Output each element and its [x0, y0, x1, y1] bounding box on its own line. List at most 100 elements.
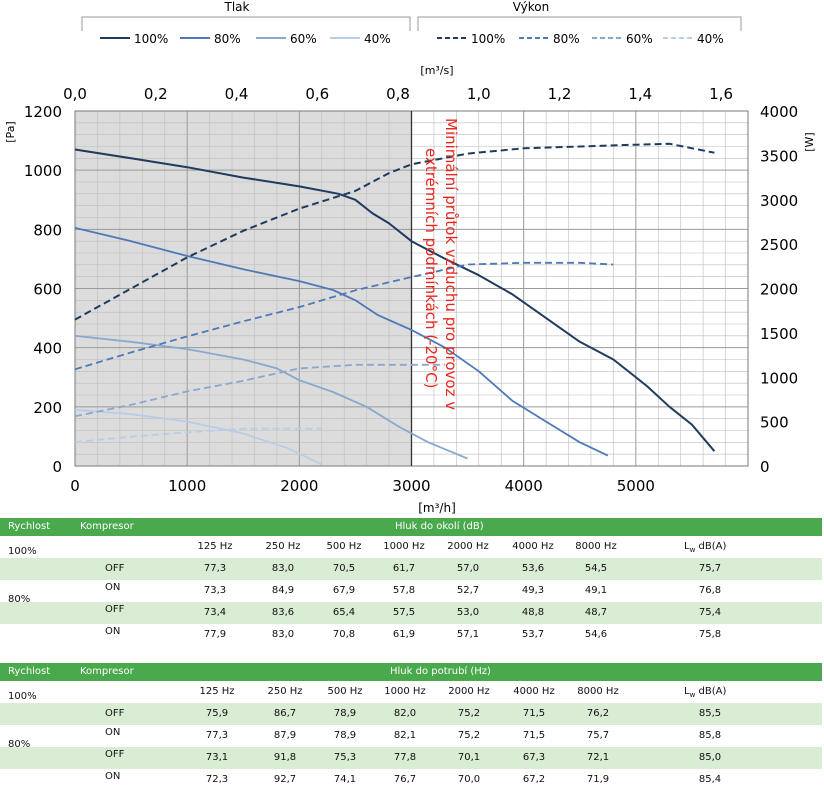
- noise-table-ambient: Rychlost Kompresor Hluk do okolí (dB) 10…: [0, 518, 822, 646]
- y-left-tick-label: 400: [33, 340, 62, 358]
- value-cell: 48,8: [521, 607, 545, 618]
- legend-vykon-title: Výkon: [513, 0, 549, 14]
- value-cell: 71,9: [586, 774, 610, 785]
- band-1000: 1000 Hz: [383, 541, 425, 552]
- value-cell: 75,3: [333, 752, 357, 763]
- x-tick-label: 1000: [168, 477, 206, 495]
- series-line-tlak-100: [74, 148, 716, 452]
- lw-header: Lw dB(A): [684, 686, 726, 699]
- lw-main: L: [684, 541, 690, 552]
- band-4000: 4000 Hz: [513, 686, 555, 697]
- lw-sub: w: [689, 546, 696, 554]
- value-cell: 77,3: [203, 563, 227, 574]
- value-cell: 67,3: [522, 752, 546, 763]
- value-cell: 83,0: [271, 629, 295, 640]
- value-cell: 61,9: [392, 629, 416, 640]
- y-right-tick-label: 4000: [760, 103, 798, 121]
- series-line-tlak-60: [74, 334, 468, 460]
- value-cell: 75,2: [457, 730, 481, 741]
- noise-table-duct: Rychlost Kompresor Hluk do potrubí (Hz) …: [0, 663, 822, 791]
- value-cell: 76,2: [586, 708, 610, 719]
- top-tick-label: 0,6: [305, 85, 329, 103]
- x-axis-label: [m³/h]: [418, 501, 456, 515]
- legend-items: 100% 80% 60% 40% 100% 80% 60% 40%: [100, 32, 724, 46]
- compressor-cell: ON: [105, 771, 121, 782]
- table-row: 80% ON 73,3 84,9 67,9 57,8 52,7 49,3 49,…: [0, 580, 822, 605]
- value-cell: 73,3: [203, 585, 227, 596]
- value-cell: 57,5: [392, 607, 416, 618]
- series-line-vykon-80: [74, 261, 614, 371]
- compressor-cell: OFF: [105, 708, 125, 719]
- value-cell: 70,5: [332, 563, 356, 574]
- x-tick-label: 5000: [617, 477, 655, 495]
- lw-cell: 85,8: [698, 730, 722, 741]
- y-right-tick-label: 3000: [760, 192, 798, 210]
- annotation-line2: extrémních podmínkách (-20°C): [422, 148, 440, 388]
- speed-100: 100%: [8, 546, 37, 557]
- value-cell: 71,5: [522, 730, 546, 741]
- annotation: Minimální průtok vzduchu pro provoz v ex…: [422, 118, 460, 410]
- value-cell: 77,9: [203, 629, 227, 640]
- y-left-tick-label: 600: [33, 281, 62, 299]
- performance-chart: Tlak Výkon 100% 80% 60% 40% 100% 80% 60% 40% [m…: [4, 0, 816, 515]
- speed-100: 100%: [8, 691, 37, 702]
- band-250: 250 Hz: [267, 686, 303, 697]
- legend-tlak: Tlak: [81, 0, 411, 31]
- value-cell: 70,1: [457, 752, 481, 763]
- top-tick-label: 0,0: [63, 85, 87, 103]
- lw-cell: 85,4: [698, 774, 722, 785]
- band-2000: 2000 Hz: [448, 686, 490, 697]
- bands-row: 100% 125 Hz 250 Hz 500 Hz 1000 Hz 2000 H…: [0, 681, 822, 703]
- top-tick-label: 0,4: [225, 85, 249, 103]
- table-row: OFF 77,3 83,0 70,5 61,7 57,0 53,6 54,5 7…: [0, 558, 822, 580]
- header-speed: Rychlost: [8, 666, 51, 677]
- lw-cell: 85,5: [698, 708, 722, 719]
- compressor-cell: OFF: [105, 749, 125, 760]
- legend-label-tlak: 60%: [290, 32, 317, 46]
- legend-vykon-frame: [417, 16, 742, 31]
- compressor-cell: OFF: [105, 604, 125, 615]
- value-cell: 53,7: [521, 629, 545, 640]
- table-row: ON 77,9 83,0 70,8 61,9 57,1 53,7 54,6 75…: [0, 624, 822, 646]
- series-line-vykon-60: [74, 363, 446, 418]
- value-cell: 74,1: [333, 774, 357, 785]
- value-cell: 65,4: [332, 607, 356, 618]
- value-cell: 54,6: [584, 629, 608, 640]
- value-cell: 71,5: [522, 708, 546, 719]
- value-cell: 77,8: [393, 752, 417, 763]
- band-250: 250 Hz: [265, 541, 301, 552]
- lw-rest: dB(A): [695, 686, 727, 697]
- value-cell: 72,3: [205, 774, 229, 785]
- compressor-cell: ON: [105, 626, 121, 637]
- table-row: OFF 73,4 83,6 65,4 57,5 53,0 48,8 48,7 7…: [0, 602, 822, 624]
- band-125: 125 Hz: [199, 686, 235, 697]
- y-right-tick-label: 2000: [760, 281, 798, 299]
- legend-label-vykon: 100%: [471, 32, 505, 46]
- value-cell: 57,1: [456, 629, 480, 640]
- compressor-cell: ON: [105, 727, 121, 738]
- legend-label-tlak: 100%: [134, 32, 168, 46]
- value-cell: 53,0: [456, 607, 480, 618]
- band-2000: 2000 Hz: [447, 541, 489, 552]
- y-left-tick-label: 800: [33, 221, 62, 239]
- annotation-line1: Minimální průtok vzduchu pro provoz v: [442, 118, 460, 410]
- series-line-tlak-40: [74, 408, 323, 466]
- value-cell: 76,7: [393, 774, 417, 785]
- x-tick-label: 3000: [392, 477, 430, 495]
- y-right-ticks: 0 500 1000 1500 2000 2500 3000 3500 4000: [760, 103, 798, 476]
- legend-tlak-title: Tlak: [224, 0, 250, 14]
- value-cell: 83,6: [271, 607, 295, 618]
- value-cell: 73,1: [205, 752, 229, 763]
- compressor-cell: ON: [105, 582, 121, 593]
- lw-header: Lw dB(A): [684, 541, 726, 554]
- band-4000: 4000 Hz: [512, 541, 554, 552]
- lw-cell: 85,0: [698, 752, 722, 763]
- value-cell: 91,8: [273, 752, 297, 763]
- value-cell: 54,5: [584, 563, 608, 574]
- y-right-label: [W]: [803, 132, 816, 151]
- value-cell: 49,3: [521, 585, 545, 596]
- top-tick-label: 1,2: [548, 85, 572, 103]
- value-cell: 77,3: [205, 730, 229, 741]
- lw-sub: w: [689, 691, 696, 699]
- top-tick-label: 0,8: [386, 85, 410, 103]
